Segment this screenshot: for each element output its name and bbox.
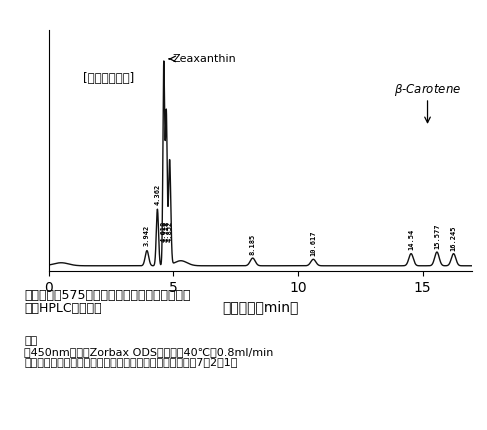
Text: [具体的データ]: [具体的データ]	[83, 72, 134, 85]
Text: 14.54: 14.54	[408, 229, 414, 250]
Text: 4.852: 4.852	[167, 221, 172, 242]
Text: 4.718: 4.718	[163, 221, 169, 242]
Text: 図１　島系575に含まれるカロチノイド組成の: 図１ 島系575に含まれるカロチノイド組成の	[24, 289, 191, 302]
Text: HPLCパターン: HPLCパターン	[24, 302, 102, 315]
Text: 15.577: 15.577	[434, 224, 440, 249]
Text: Zeaxanthin: Zeaxanthin	[172, 54, 236, 64]
Text: 注）: 注）	[24, 336, 37, 346]
Text: $\beta$-Carotene: $\beta$-Carotene	[394, 82, 461, 98]
X-axis label: 保持時間（min）: 保持時間（min）	[223, 300, 299, 314]
Text: 3.942: 3.942	[144, 225, 150, 246]
Text: 10.617: 10.617	[310, 231, 317, 256]
Text: 4.362: 4.362	[154, 184, 160, 205]
Text: 4.618: 4.618	[161, 221, 167, 242]
Text: 溶離液（アセトニトリル：塩化メチレン：メタノール，7：2：1）: 溶離液（アセトニトリル：塩化メチレン：メタノール，7：2：1）	[24, 357, 238, 368]
Text: 8.185: 8.185	[250, 234, 256, 255]
Text: 16.245: 16.245	[450, 225, 457, 251]
Text: 450nm検出，Zorbax ODSカラム，40℃，0.8ml/min: 450nm検出，Zorbax ODSカラム，40℃，0.8ml/min	[24, 347, 274, 357]
